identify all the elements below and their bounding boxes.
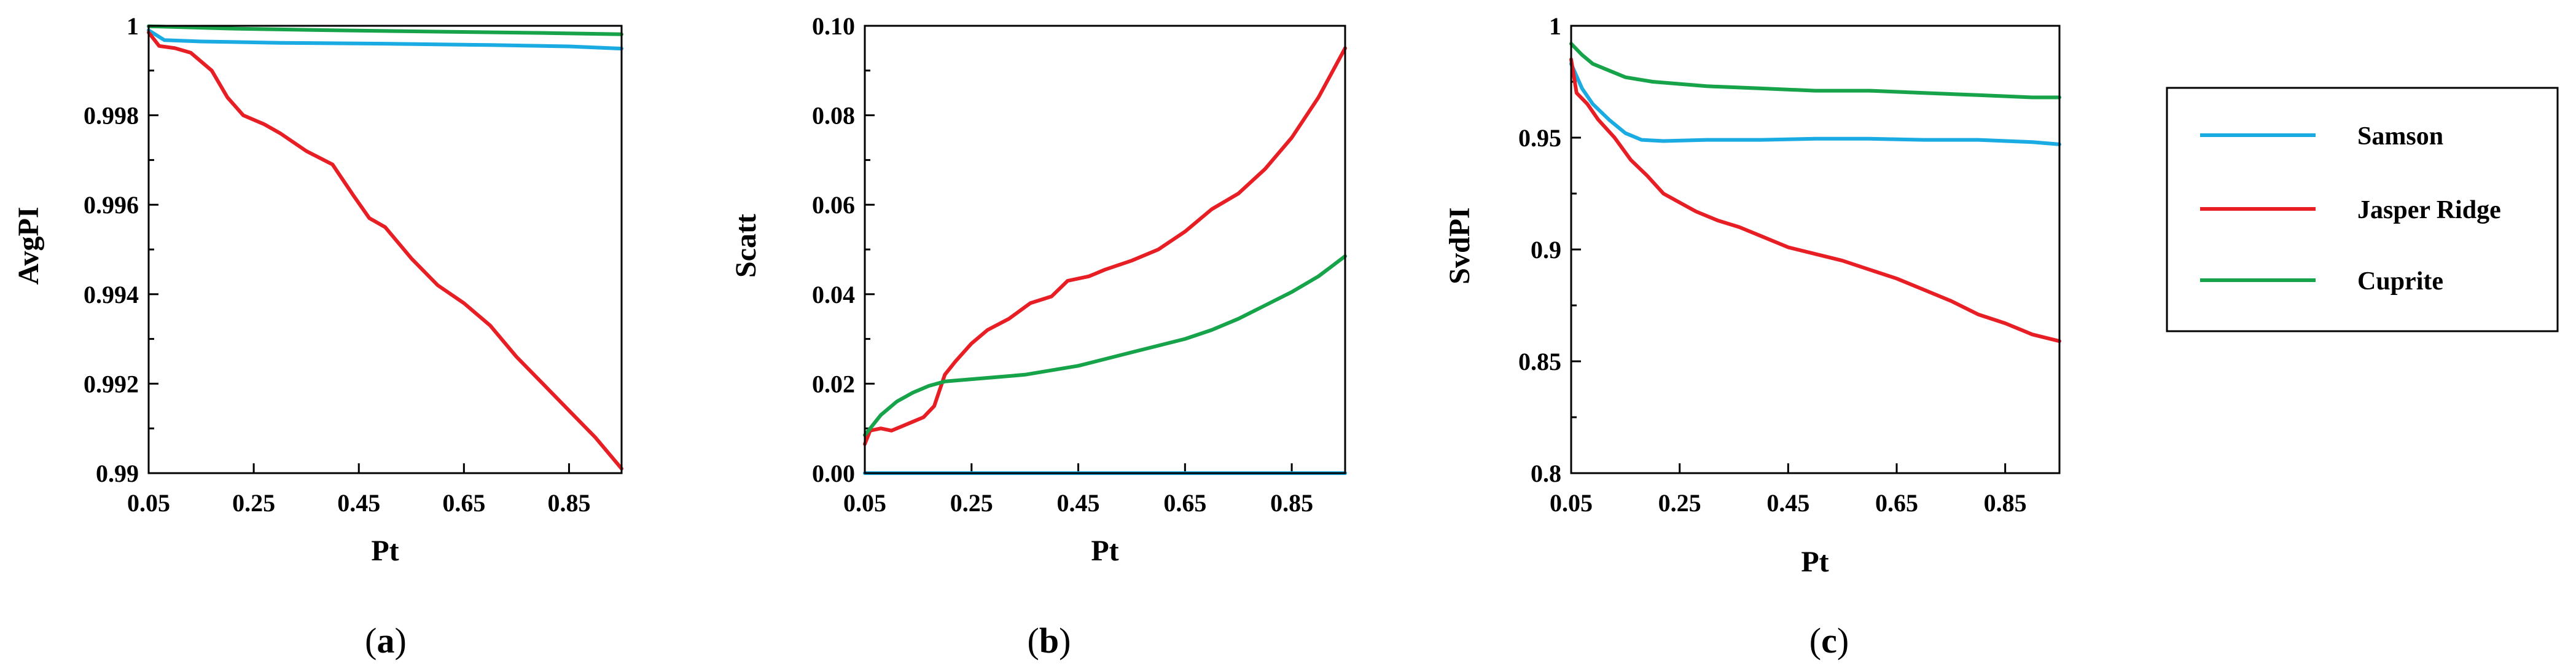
plot-area: 0.8 0.85 0.9 0.95 1 0.05 0.25 0.45 0.65 0.85 [1518,12,2061,517]
x-tick-label: 0.45 [337,489,380,517]
series-line-jasper-ridge [863,46,1347,446]
plot-frame [147,25,623,474]
chart-panel-b: Scatt Pt 0.00 0.02 0.04 0.06 0.08 0.10 0.05 0.2… [730,12,1347,661]
y-tick-label: 0.04 [812,281,855,308]
x-tick-label: 0.25 [232,489,275,517]
x-tick-label: 0.65 [442,489,485,517]
y-tick-label: 0.992 [84,370,139,398]
series-line-jasper-ridge [147,30,623,471]
panel-label: (b) [1028,621,1071,661]
y-tick-label: 0.996 [84,191,139,219]
panel-label: (c) [1809,621,1849,661]
plot-area: 0.99 0.992 0.994 0.996 0.998 1 0.05 0.25 0.45 0.6… [84,12,623,517]
x-tick-label: 0.05 [1550,489,1593,517]
plot-frame [864,25,1346,474]
y-tick-label: 0.02 [812,370,855,398]
y-tick-label: 0.994 [84,281,139,308]
y-tick-label: 1 [127,12,139,40]
y-tick-label: 0.8 [1531,460,1561,487]
legend: Samson Jasper Ridge Cuprite [2166,87,2559,332]
x-tick-label: 0.85 [1270,489,1313,517]
x-tick-label: 0.25 [1658,489,1701,517]
x-tick-label: 0.05 [127,489,170,517]
plot-area: 0.00 0.02 0.04 0.06 0.08 0.10 0.05 0.25 0.45 0.65… [812,12,1347,517]
y-tick-label: 1 [1549,12,1561,40]
y-tick-label: 0.00 [812,460,855,487]
series-line-cuprite [1569,42,2061,100]
y-tick-label: 0.998 [84,102,139,130]
series-line-cuprite [147,24,623,36]
x-tick-label: 0.25 [950,489,993,517]
y-axis-title: SvdPI [1443,207,1476,284]
series-line-samson [147,28,623,51]
x-axis-title: Pt [1801,546,1829,578]
y-axis-title: Scatt [730,214,762,278]
series-line-samson [1569,61,2061,146]
x-tick-label: 0.05 [843,489,886,517]
x-tick-label: 0.65 [1163,489,1206,517]
chart-panel-c: SvdPI Pt 0.8 0.85 0.9 0.95 1 0.05 0.25 0.45 0.65… [1443,12,2061,661]
x-tick-label: 0.65 [1875,489,1918,517]
legend-label-jasper-ridge: Jasper Ridge [2357,196,2501,224]
y-tick-label: 0.85 [1518,348,1561,375]
y-axis-title: AvgPI [12,206,45,284]
legend-label-cuprite: Cuprite [2357,267,2443,296]
y-tick-label: 0.9 [1531,236,1561,264]
x-axis-title: Pt [371,535,399,567]
x-tick-label: 0.45 [1057,489,1100,517]
legend-label-samson: Samson [2357,122,2443,151]
panel-label: (a) [365,621,407,661]
series-line-jasper-ridge [1569,57,2061,343]
x-tick-label: 0.85 [547,489,590,517]
x-tick-label: 0.45 [1766,489,1809,517]
plot-frame [1570,25,2061,474]
series-line-cuprite [863,254,1347,438]
x-tick-label: 0.85 [1984,489,2027,517]
x-axis-title: Pt [1091,535,1118,567]
y-tick-label: 0.99 [96,460,139,487]
y-tick-label: 0.95 [1518,124,1561,152]
y-tick-label: 0.08 [812,102,855,130]
y-tick-label: 0.10 [812,12,855,40]
y-tick-label: 0.06 [812,191,855,219]
